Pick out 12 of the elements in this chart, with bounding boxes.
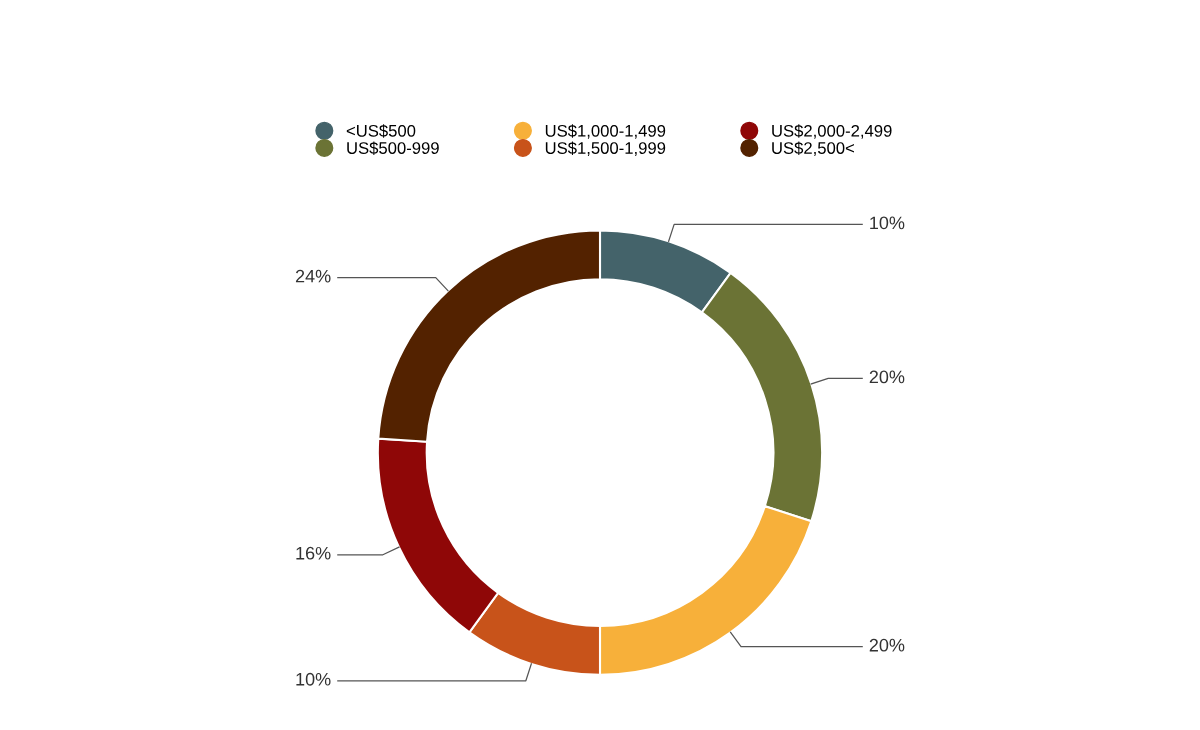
legend-label: US$500-999 [347, 141, 439, 155]
legend-label: US$1,500-1,999 [545, 141, 666, 156]
data-label: 16% [296, 546, 331, 560]
data-label: 20% [869, 638, 905, 652]
legend-label: US$2,000-2,499 [772, 124, 892, 139]
legend-label: US$2,500< [772, 141, 855, 156]
data-label: 20% [869, 370, 905, 384]
legend-label: <US$500 [346, 124, 416, 138]
data-label: 10% [296, 672, 331, 686]
legend-label: US$1,000-1,499 [545, 124, 666, 139]
data-label: 10% [870, 216, 905, 230]
data-label: 24% [295, 269, 331, 283]
